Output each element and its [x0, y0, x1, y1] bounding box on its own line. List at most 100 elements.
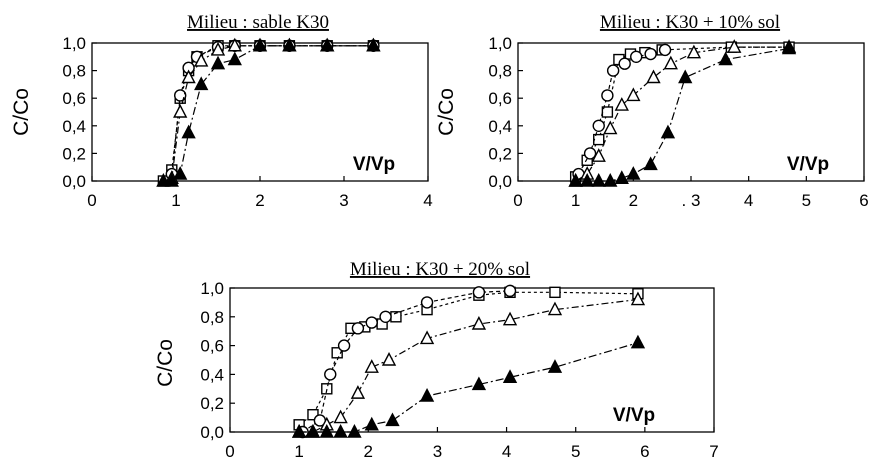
data-point — [472, 286, 486, 299]
data-point — [591, 148, 606, 162]
data-point — [549, 286, 561, 299]
series-filled-triangle — [568, 40, 797, 187]
x-tick-label: 2 — [629, 191, 638, 210]
data-point — [291, 423, 307, 438]
data-point — [644, 47, 657, 61]
x-tick-label: . 3 — [682, 191, 701, 210]
series-filled-triangle — [156, 37, 381, 187]
plot-area: 0 1 2 . 3 4 5 6 0,0 0,2 0,4 0,6 0,8 1,0 — [488, 34, 868, 210]
data-point — [646, 69, 661, 84]
chart-title: Milieu : K30 + 10% sol — [600, 12, 780, 33]
x-tick-label: 0 — [513, 191, 522, 210]
data-point — [210, 55, 226, 70]
data-point — [347, 423, 362, 438]
chart-title: Milieu : sable K30 — [187, 12, 329, 33]
data-point — [580, 172, 595, 187]
data-point — [324, 368, 337, 381]
plot-frame — [229, 287, 715, 433]
data-point — [385, 412, 400, 427]
data-point — [630, 334, 646, 349]
data-point — [366, 37, 381, 52]
y-axis-label: C/Co — [10, 88, 33, 136]
y-tick-label: 1,0 — [62, 34, 86, 53]
y-tick-label: 0,0 — [200, 423, 224, 442]
data-point — [173, 103, 188, 118]
y-axis-label: C/Co — [435, 88, 458, 136]
plot-area: 0 1 2 3 4 5 6 7 0,0 0,2 0,4 0,6 0,8 1,0 — [200, 279, 718, 461]
x-tick-label: 1 — [571, 191, 580, 210]
x-tick-label: 1 — [294, 442, 303, 461]
series-line — [163, 45, 374, 182]
x-tick-label: 4 — [502, 442, 511, 461]
chart-panel-sable-k30: Milieu : sable K30 C/Co V/Vp 0 1 2 3 4 0,0 0,2… — [10, 12, 433, 210]
x-tick-label: 1 — [171, 191, 180, 210]
y-tick-label: 0,4 — [62, 117, 86, 136]
data-point — [227, 51, 242, 66]
x-tick-label: 6 — [640, 442, 649, 461]
y-tick-label: 0,6 — [488, 89, 512, 108]
y-tick-label: 0,2 — [200, 394, 224, 413]
data-point — [547, 359, 563, 373]
data-point — [630, 291, 646, 306]
data-point — [381, 351, 397, 366]
data-point — [364, 359, 379, 373]
x-tick-label: 4 — [744, 191, 753, 210]
x-tick-label: 7 — [709, 442, 718, 461]
data-point — [365, 316, 378, 329]
data-point — [331, 347, 343, 359]
series-open-triangle — [291, 291, 646, 438]
data-point — [781, 40, 797, 55]
series-line — [171, 45, 374, 179]
data-point — [626, 87, 641, 102]
data-point — [503, 284, 517, 298]
data-point — [333, 409, 348, 424]
data-point — [606, 64, 620, 77]
data-point — [173, 89, 187, 102]
data-point — [601, 89, 614, 102]
y-tick-label: 0,0 — [488, 172, 512, 191]
data-point — [593, 133, 605, 146]
series-open-triangle — [164, 37, 381, 184]
data-point — [686, 44, 702, 59]
data-point — [181, 124, 196, 139]
x-tick-label: 3 — [339, 191, 348, 210]
series-line — [302, 290, 511, 433]
data-point — [660, 124, 676, 139]
y-tick-label: 0,4 — [200, 365, 224, 384]
data-point — [591, 172, 606, 187]
data-point — [210, 41, 226, 56]
x-axis-label: V/Vp — [353, 154, 395, 175]
chart-panel-k30-20-sol: Milieu : K30 + 20% sol C/Co V/Vp 0 1 2 3 4 5 6… — [154, 259, 719, 461]
data-point — [181, 69, 196, 84]
data-point — [419, 330, 435, 345]
data-point — [471, 376, 487, 391]
x-tick-label: 3 — [433, 442, 442, 461]
x-tick-label: 0 — [225, 442, 234, 461]
data-point — [194, 52, 209, 67]
data-point — [173, 166, 188, 180]
data-point — [471, 315, 487, 330]
data-point — [663, 55, 678, 70]
plot-area: 0 1 2 3 4 0,0 0,2 0,4 0,6 0,8 1,0 — [62, 34, 432, 210]
series-open-circle — [296, 284, 517, 439]
y-tick-label: 0,6 — [62, 89, 86, 108]
data-point — [630, 50, 643, 63]
x-tick-label: 4 — [423, 191, 432, 210]
data-point — [678, 69, 693, 84]
data-point — [333, 423, 348, 438]
data-point — [282, 37, 297, 52]
series-line — [299, 342, 639, 433]
data-point — [321, 383, 333, 395]
data-point — [727, 39, 742, 53]
data-point — [320, 37, 335, 52]
x-tick-label: 5 — [571, 442, 580, 461]
data-point — [614, 170, 629, 184]
data-point — [420, 296, 434, 309]
data-point — [194, 76, 209, 91]
y-tick-label: 1,0 — [200, 279, 224, 298]
data-point — [614, 97, 629, 111]
y-tick-label: 1,0 — [488, 34, 512, 53]
x-tick-label: 0 — [87, 191, 96, 210]
x-tick-label: 5 — [802, 191, 811, 210]
